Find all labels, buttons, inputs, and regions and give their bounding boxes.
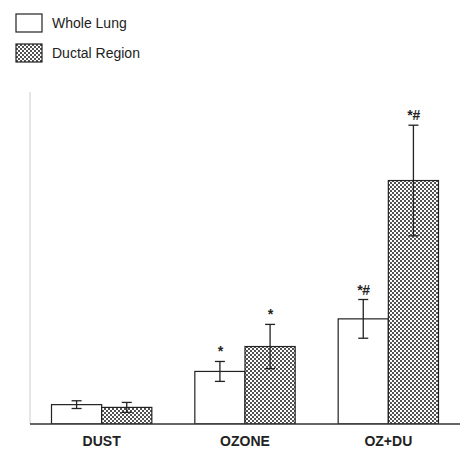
- y-axis-line: [30, 92, 31, 424]
- x-tick-label: OZONE: [220, 433, 270, 449]
- plot-area: [52, 125, 439, 424]
- error-bar: [72, 401, 82, 409]
- annotation: *: [267, 306, 273, 322]
- legend-label: Whole Lung: [52, 15, 127, 31]
- legend-swatch: [16, 14, 42, 32]
- legend-label: Ductal Region: [52, 45, 140, 61]
- x-axis-line: [30, 423, 460, 425]
- error-bar: [122, 402, 132, 412]
- x-tick-label: OZ+DU: [364, 433, 412, 449]
- legend-swatch: [16, 44, 42, 62]
- annotation: *#: [407, 107, 420, 123]
- error-bar: [408, 125, 418, 236]
- chart: * *# * *# DUST OZONE OZ+DU Whole Lung Ductal Reg…: [0, 0, 474, 474]
- x-tick-label: DUST: [83, 433, 122, 449]
- annotation: *#: [357, 282, 370, 298]
- legend: Whole Lung Ductal Region: [16, 14, 140, 62]
- annotation: *: [217, 343, 223, 359]
- error-bar: [265, 324, 275, 368]
- error-bar: [358, 300, 368, 339]
- error-bar: [215, 361, 225, 381]
